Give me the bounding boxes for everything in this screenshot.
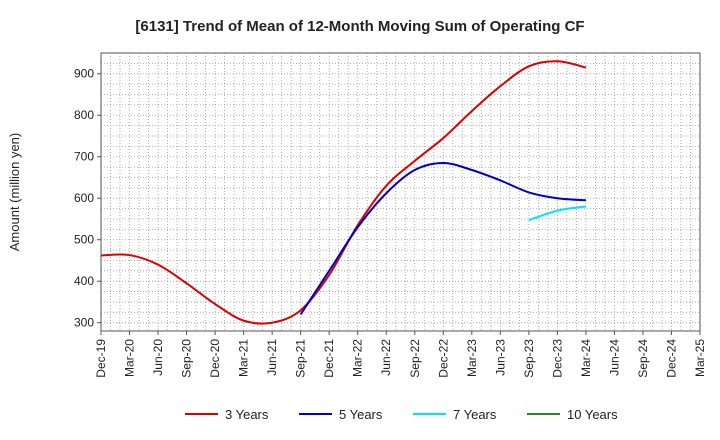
- x-tick-label: Sep-21: [294, 339, 308, 378]
- x-tick-label: Jun-22: [379, 339, 393, 376]
- x-tick-label: Jun-20: [151, 339, 165, 376]
- legend: 3 Years 5 Years 7 Years 10 Years: [185, 407, 618, 422]
- x-tick-label: Jun-24: [607, 339, 621, 376]
- x-tick-label: Sep-24: [636, 339, 650, 378]
- y-tick-label: 500: [74, 233, 94, 247]
- series-line-7-years: [528, 205, 587, 222]
- x-tick-label: Jun-21: [265, 339, 279, 376]
- x-tick-label: Mar-22: [351, 339, 365, 377]
- x-axis-ticks: Dec-19 Mar-20 Jun-20 Sep-20 Dec-20 Mar-21 Jun-…: [94, 331, 707, 378]
- series-line-3-years: [100, 60, 587, 325]
- legend-label-3-years: 3 Years: [225, 407, 269, 422]
- legend-label-5-years: 5 Years: [339, 407, 383, 422]
- legend-label-10-years: 10 Years: [567, 407, 618, 422]
- y-axis-ticks: 300 400 500 600 700 800 900: [74, 67, 101, 330]
- x-tick-label: Mar-25: [693, 339, 707, 377]
- x-tick-label: Dec-20: [208, 339, 222, 378]
- grid: [101, 53, 700, 331]
- chart-title: [6131] Trend of Mean of 12-Month Moving …: [135, 18, 584, 35]
- x-tick-label: Dec-21: [322, 339, 336, 378]
- y-axis-label: Amount (million yen): [7, 133, 22, 252]
- x-tick-label: Dec-19: [94, 339, 108, 378]
- x-tick-label: Dec-22: [436, 339, 450, 378]
- y-tick-label: 600: [74, 191, 94, 205]
- plot-area-frame: [100, 52, 701, 332]
- x-tick-label: Sep-23: [522, 339, 536, 378]
- x-tick-label: Mar-20: [123, 339, 137, 377]
- series-lines: [100, 60, 587, 325]
- x-tick-label: Dec-23: [550, 339, 564, 378]
- x-tick-label: Dec-24: [664, 339, 678, 378]
- y-tick-label: 400: [74, 274, 94, 288]
- y-tick-label: 800: [74, 108, 94, 122]
- x-tick-label: Sep-22: [408, 339, 422, 378]
- x-tick-label: Mar-23: [465, 339, 479, 377]
- x-tick-label: Sep-20: [180, 339, 194, 378]
- x-tick-label: Mar-24: [579, 339, 593, 377]
- x-tick-label: Mar-21: [237, 339, 251, 377]
- legend-label-7-years: 7 Years: [453, 407, 497, 422]
- series-line-5-years: [299, 161, 586, 315]
- y-tick-label: 900: [74, 67, 94, 81]
- y-tick-label: 300: [74, 316, 94, 330]
- x-tick-label: Jun-23: [493, 339, 507, 376]
- y-tick-label: 700: [74, 150, 94, 164]
